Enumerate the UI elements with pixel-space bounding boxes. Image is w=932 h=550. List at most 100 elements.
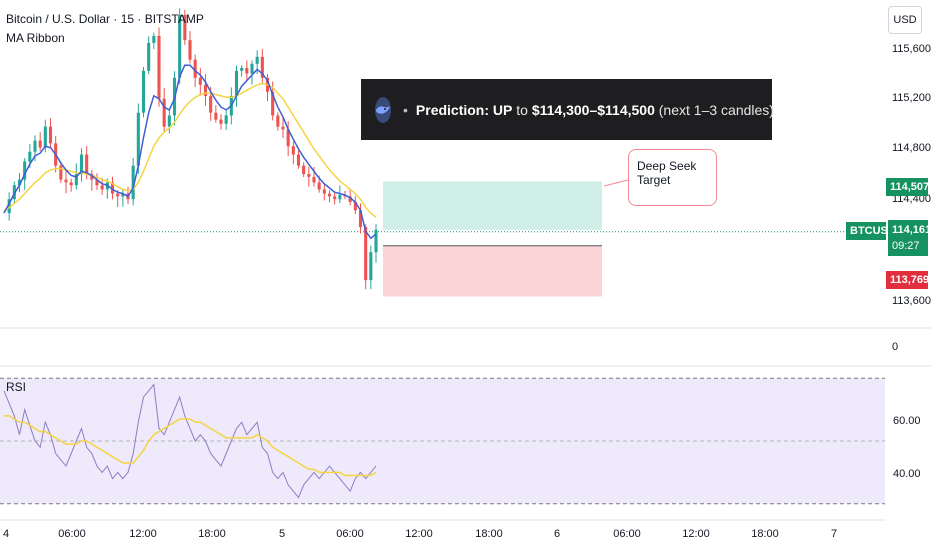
candle-body [157,35,161,99]
current-price-tag: 114,161 09:27 [888,220,932,256]
time-tick: 12:00 [129,528,157,540]
candle-body [209,95,213,113]
ma-slow-line [3,82,377,218]
candle-body [188,40,192,60]
candle-body [23,161,27,180]
candle-body [28,151,32,162]
time-tick: 06:00 [336,528,364,540]
candle-body [64,179,68,183]
candle-body [136,112,140,166]
prediction-direction: Prediction: UP [415,101,513,118]
candle-body [69,182,73,186]
candle-body [131,165,135,200]
ma-fast-line [3,64,377,240]
candle-body [167,115,171,127]
candle-body [48,126,53,144]
candle-body [374,229,378,253]
candle-body [291,146,295,155]
candle-body [364,227,368,281]
candle-body [317,182,321,190]
candle-body [178,14,182,78]
candle-body [307,174,311,177]
candle-body [312,176,316,183]
time-tick: 06:00 [613,528,641,540]
indicator-label[interactable]: MA Ribbon [6,31,65,45]
candle-body [7,199,11,214]
symbol-title[interactable]: Bitcoin / U.S. Dollar · 15 · BITSTAMP [6,12,204,26]
candle-body [255,56,259,64]
candle-body [322,189,326,194]
price-tick: 113,600 [892,295,931,307]
time-tick: 4 [2,528,10,540]
stop-price-tag: 113,769 [886,271,929,289]
price-tick: 115,200 [892,92,931,104]
candle-body [369,252,373,281]
price-tick: 114,400 [892,193,931,205]
candle-body [286,129,290,147]
time-tick: 6 [553,528,561,540]
symbol-tag: BTCUSD [846,222,896,240]
target-zone [383,181,602,230]
time-tick: 06:00 [58,528,86,540]
candle-body [43,126,47,148]
candle-body [281,126,285,130]
candle-body [214,112,218,120]
target-price-tag: 114,507 [886,178,929,196]
rsi-tick: 40.00 [893,468,921,480]
candle-body [121,193,125,197]
callout-leader [603,179,629,187]
candle-body [348,196,352,202]
volume-zero-label: 0 [892,341,899,353]
rsi-ma-line [4,415,377,477]
candle-body [100,185,104,190]
candle-body [234,70,239,96]
deepseek-whale-icon [375,96,391,123]
candle-countdown: 09:27 [892,240,920,252]
rsi-label[interactable]: RSI [6,380,27,394]
candle-body [250,63,254,74]
candle-body [90,174,94,180]
candle-body [198,77,202,85]
candle-body [152,35,156,43]
candle-body [79,154,84,175]
candle-body [141,70,146,113]
time-tick: 18:00 [198,528,226,540]
time-tick: 5 [278,528,286,540]
candle-body [358,210,363,228]
candle-body [296,154,301,166]
candle-body [260,56,264,78]
candle-body [219,119,223,124]
candle-body [240,68,244,71]
stop-zone [383,245,602,297]
prediction-range: $114,300–$114,500 [531,101,655,118]
time-tick: 12:00 [682,528,710,540]
candle-body [327,193,332,197]
callout-line-2: Target [637,173,671,187]
deepseek-target-callout[interactable]: Deep Seek Target [628,149,717,206]
prediction-banner: • Prediction: UP to $114,300–$114,500 (n… [361,79,778,140]
candle-body [302,165,306,175]
candle-body [116,193,120,197]
candle-body [162,98,166,127]
candle-body [333,196,337,200]
candle-body [203,84,208,96]
candle-body [338,195,342,200]
time-tick: 7 [830,528,838,540]
candle-body [193,59,197,78]
price-tick: 114,800 [892,142,931,154]
current-price: 114,161 [892,224,932,236]
candle-body [183,14,187,41]
candle-body [59,165,63,180]
currency-button[interactable]: USD [888,6,922,34]
candle-body [74,174,78,186]
prediction-suffix: (next 1–3 candles). [654,101,778,118]
time-tick: 18:00 [751,528,779,540]
candle-body [85,154,89,175]
candle-body [276,115,280,127]
prediction-middle: to [512,101,532,118]
rsi-tick: 60.00 [893,415,921,427]
time-tick: 12:00 [405,528,433,540]
time-tick: 18:00 [475,528,503,540]
candle-body [271,91,275,116]
